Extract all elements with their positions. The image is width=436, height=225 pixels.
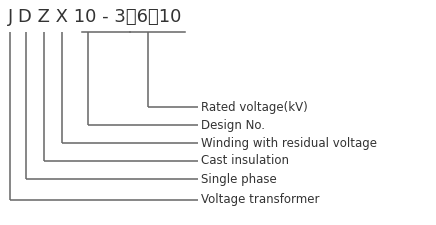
Text: J D Z X 10 - 3、6、10: J D Z X 10 - 3、6、10 <box>8 8 182 26</box>
Text: Winding with residual voltage: Winding with residual voltage <box>201 137 377 149</box>
Text: Design No.: Design No. <box>201 119 265 131</box>
Text: Voltage transformer: Voltage transformer <box>201 194 320 207</box>
Text: Cast insulation: Cast insulation <box>201 155 289 167</box>
Text: Rated voltage(kV): Rated voltage(kV) <box>201 101 308 113</box>
Text: Single phase: Single phase <box>201 173 277 185</box>
